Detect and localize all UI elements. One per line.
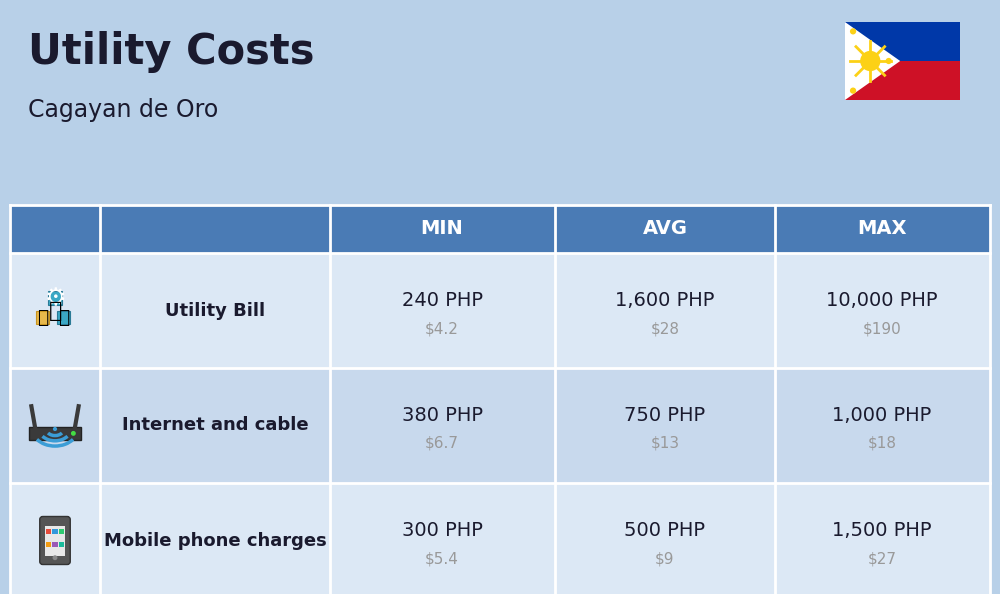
Text: Cagayan de Oro: Cagayan de Oro: [28, 98, 218, 122]
Bar: [775, 368, 990, 483]
Bar: [46, 529, 51, 535]
Bar: [555, 253, 775, 368]
Bar: [775, 205, 990, 253]
Text: $5.4: $5.4: [425, 551, 459, 566]
Bar: [775, 483, 990, 594]
Text: Utility Bill: Utility Bill: [165, 302, 265, 320]
Bar: [46, 542, 51, 547]
Bar: [10, 483, 100, 594]
Text: $27: $27: [868, 551, 896, 566]
Text: 380 PHP: 380 PHP: [402, 406, 482, 425]
Circle shape: [53, 427, 57, 431]
Bar: [59, 529, 64, 535]
Polygon shape: [845, 22, 900, 100]
Bar: [845, 22, 960, 100]
Text: $9: $9: [655, 551, 675, 566]
Text: 🧍: 🧍: [48, 301, 62, 321]
Circle shape: [53, 555, 57, 560]
Text: 1,500 PHP: 1,500 PHP: [832, 521, 932, 540]
Text: MIN: MIN: [421, 220, 463, 239]
Bar: [100, 368, 330, 483]
Text: 1,000 PHP: 1,000 PHP: [832, 406, 932, 425]
Bar: [330, 253, 555, 368]
Text: ⚙: ⚙: [44, 286, 66, 310]
Bar: [52, 529, 58, 535]
Text: $18: $18: [868, 436, 896, 451]
Text: 500 PHP: 500 PHP: [624, 521, 706, 540]
Text: $13: $13: [650, 436, 680, 451]
Bar: [775, 253, 990, 368]
Bar: [330, 205, 555, 253]
FancyBboxPatch shape: [40, 517, 70, 564]
Text: 240 PHP: 240 PHP: [402, 291, 482, 310]
Bar: [100, 483, 330, 594]
Text: Utility Costs: Utility Costs: [28, 31, 314, 73]
Text: 10,000 PHP: 10,000 PHP: [826, 291, 938, 310]
Bar: [555, 483, 775, 594]
Bar: [48, 291, 62, 305]
Text: MAX: MAX: [857, 220, 907, 239]
Bar: [57, 311, 70, 324]
Bar: [100, 253, 330, 368]
Circle shape: [71, 431, 76, 436]
Bar: [555, 205, 775, 253]
Bar: [555, 368, 775, 483]
Text: Mobile phone charges: Mobile phone charges: [104, 532, 326, 549]
Bar: [36, 311, 49, 324]
Bar: [100, 205, 330, 253]
Bar: [10, 205, 100, 253]
Circle shape: [860, 51, 880, 71]
Circle shape: [850, 29, 856, 34]
Bar: [29, 427, 81, 440]
Bar: [52, 542, 58, 547]
Bar: [59, 542, 64, 547]
Text: 🔌: 🔌: [37, 309, 48, 327]
Bar: [845, 22, 960, 61]
Bar: [845, 61, 960, 100]
Bar: [10, 253, 100, 368]
Text: $190: $190: [863, 321, 901, 336]
Bar: [330, 368, 555, 483]
Text: $6.7: $6.7: [425, 436, 459, 451]
Text: $28: $28: [650, 321, 680, 336]
Text: 1,600 PHP: 1,600 PHP: [615, 291, 715, 310]
Circle shape: [886, 58, 892, 64]
Text: 300 PHP: 300 PHP: [402, 521, 482, 540]
Text: AVG: AVG: [642, 220, 688, 239]
Bar: [45, 526, 65, 557]
Circle shape: [850, 87, 856, 94]
Text: $4.2: $4.2: [425, 321, 459, 336]
Text: 750 PHP: 750 PHP: [624, 406, 706, 425]
Text: Internet and cable: Internet and cable: [122, 416, 308, 434]
Bar: [330, 483, 555, 594]
Bar: [10, 368, 100, 483]
Text: 💧: 💧: [58, 309, 69, 327]
